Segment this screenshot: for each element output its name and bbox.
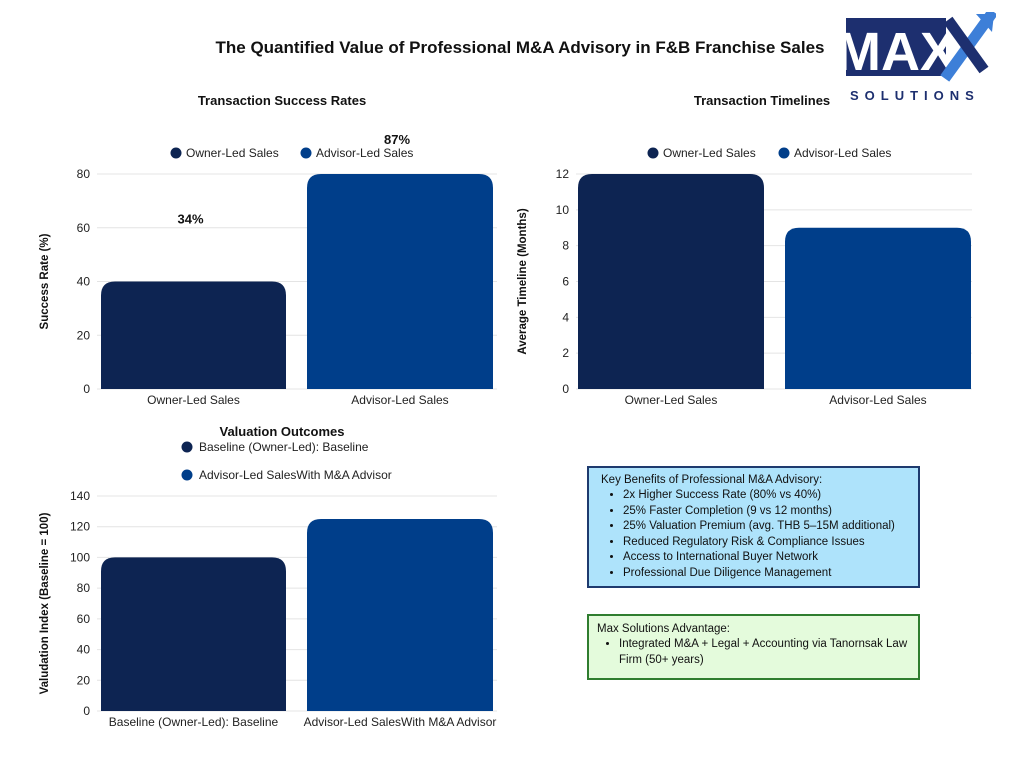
key-benefits-box: Key Benefits of Professional M&A Advisor… [587, 466, 920, 588]
bar [578, 174, 764, 389]
x-tick-label: Owner-Led Sales [147, 393, 240, 407]
y-tick-label: 12 [556, 167, 570, 181]
y-axis-label: Average Timeline (Months) [517, 208, 529, 355]
legend-marker [300, 147, 312, 159]
bar [307, 519, 493, 711]
x-tick-label: Advisor-Led Sales [351, 393, 448, 407]
y-tick-label: 60 [77, 221, 91, 235]
key-benefits-list: 2x Higher Success Rate (80% vs 40%) 25% … [601, 488, 906, 581]
bar [101, 281, 286, 389]
benefit-item: Access to International Buyer Network [623, 550, 906, 566]
y-tick-label: 80 [77, 581, 91, 595]
y-tick-label: 6 [562, 275, 569, 289]
y-tick-label: 10 [556, 203, 570, 217]
data-label: 87% [384, 132, 410, 147]
y-tick-label: 0 [83, 704, 90, 718]
bar [101, 557, 286, 711]
x-tick-label: Advisor-Led SalesWith M&A Advisor [304, 715, 497, 729]
advantage-item: Integrated M&A + Legal + Accounting via … [619, 637, 910, 668]
y-tick-label: 40 [77, 275, 91, 289]
chart-title: Transaction Success Rates [198, 93, 366, 108]
bar [785, 227, 971, 389]
legend-marker [181, 469, 193, 481]
chart-title: Valuation Outcomes [220, 424, 345, 439]
page-title: The Quantified Value of Professional M&A… [215, 38, 825, 57]
y-tick-label: 0 [83, 382, 90, 396]
advantage-title: Max Solutions Advantage: [597, 623, 730, 635]
max-solutions-logo: MAX SOLUTIONS [844, 12, 996, 103]
legend-label: Advisor-Led Sales [316, 146, 413, 160]
y-axis-label: Success Rate (%) [39, 233, 51, 329]
legend-label: Baseline (Owner-Led): Baseline [199, 440, 369, 454]
y-tick-label: 20 [77, 673, 91, 687]
benefit-item: Reduced Regulatory Risk & Compliance Iss… [623, 535, 906, 551]
y-tick-label: 140 [70, 489, 90, 503]
legend-label: Advisor-Led SalesWith M&A Advisor [199, 468, 392, 482]
logo-mark-icon: MAX [844, 12, 996, 82]
y-tick-label: 0 [562, 382, 569, 396]
legend-label: Owner-Led Sales [186, 146, 279, 160]
key-benefits-title: Key Benefits of Professional M&A Advisor… [601, 474, 823, 486]
data-label: 34% [177, 212, 203, 227]
benefit-item: 2x Higher Success Rate (80% vs 40%) [623, 488, 906, 504]
x-tick-label: Owner-Led Sales [625, 393, 718, 407]
legend-marker [647, 147, 659, 159]
legend-label: Owner-Led Sales [663, 146, 756, 160]
max-solutions-advantage-box: Max Solutions Advantage: Integrated M&A … [587, 614, 920, 680]
y-tick-label: 40 [77, 643, 91, 657]
benefit-item: 25% Faster Completion (9 vs 12 months) [623, 504, 906, 520]
advantage-list: Integrated M&A + Legal + Accounting via … [597, 637, 910, 668]
benefit-item: Professional Due Diligence Management [623, 566, 906, 582]
legend-marker [181, 441, 193, 453]
y-tick-label: 20 [77, 328, 91, 342]
x-tick-label: Advisor-Led Sales [829, 393, 926, 407]
y-tick-label: 8 [562, 239, 569, 253]
x-tick-label: Baseline (Owner-Led): Baseline [109, 715, 279, 729]
y-tick-label: 2 [562, 346, 569, 360]
logo-text: MAX [844, 22, 956, 82]
benefit-item: 25% Valuation Premium (avg. THB 5–15M ad… [623, 519, 906, 535]
legend-marker [778, 147, 790, 159]
legend-label: Advisor-Led Sales [794, 146, 891, 160]
chart-title: Transaction Timelines [694, 93, 830, 108]
logo-subtitle: SOLUTIONS [850, 88, 980, 103]
bar [307, 174, 493, 389]
y-tick-label: 60 [77, 612, 91, 626]
y-tick-label: 4 [562, 310, 569, 324]
y-tick-label: 120 [70, 520, 90, 534]
y-tick-label: 100 [70, 550, 90, 564]
y-axis-label: Valudation Index (Baseline = 100) [39, 512, 51, 694]
y-tick-label: 80 [77, 167, 91, 181]
legend-marker [170, 147, 182, 159]
